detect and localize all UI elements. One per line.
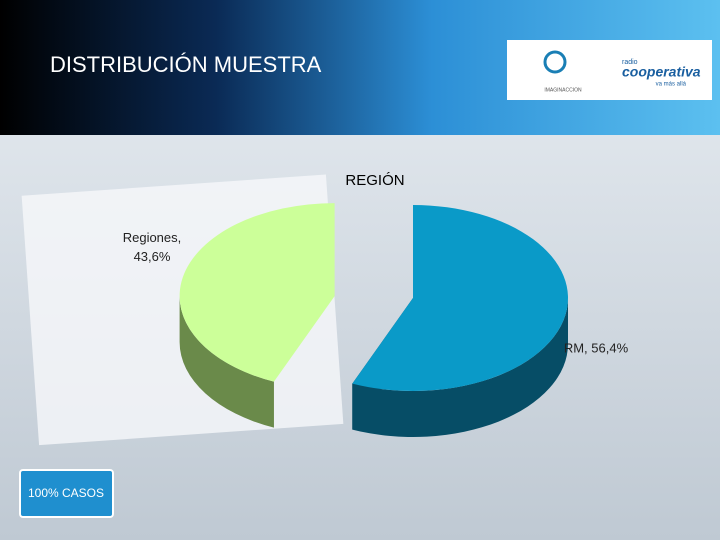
pie (179, 203, 568, 437)
logo-icon (543, 50, 567, 74)
slice-side (179, 296, 274, 428)
logo-right-top: radio (622, 59, 638, 66)
note-box (19, 469, 114, 518)
logo-right-sub: va más allá (656, 82, 687, 88)
slide-title: DISTRIBUCIÓN MUESTRA (50, 52, 322, 77)
slice (352, 205, 568, 391)
logo-right: cooperativa (622, 64, 701, 80)
note: 100% CASOS (28, 486, 104, 500)
slice (179, 203, 335, 382)
logo-box (507, 40, 712, 100)
data-label: RM, 56,4% (564, 340, 629, 355)
data-label: Regiones, 43,6% (123, 230, 182, 264)
slice-side (352, 298, 568, 437)
logo-left: IMAGINACCION (544, 87, 582, 93)
chart-title: REGIÓN (345, 172, 404, 189)
